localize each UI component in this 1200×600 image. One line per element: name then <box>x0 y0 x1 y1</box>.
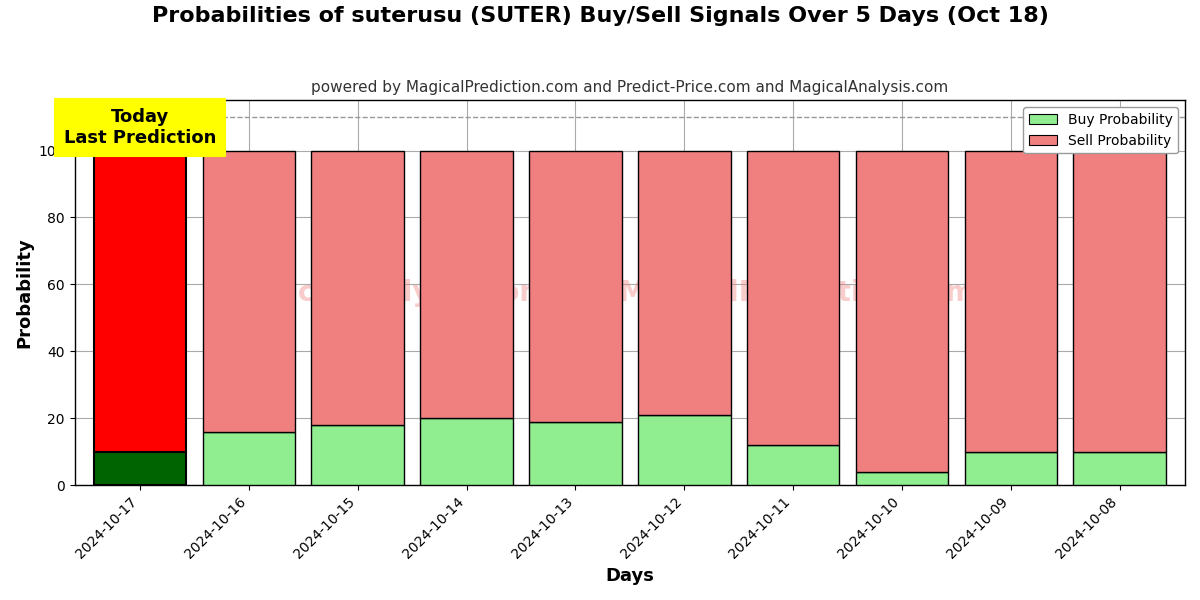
Bar <box>856 472 948 485</box>
Bar <box>1074 151 1166 452</box>
Bar <box>638 415 731 485</box>
Text: Today
Last Prediction: Today Last Prediction <box>64 108 216 146</box>
Bar <box>529 422 622 485</box>
Bar <box>94 151 186 452</box>
Bar <box>203 151 295 431</box>
Bar <box>203 431 295 485</box>
Text: MagicalAnalysis.com: MagicalAnalysis.com <box>222 279 548 307</box>
X-axis label: Days: Days <box>605 567 654 585</box>
Bar <box>529 151 622 422</box>
Bar <box>746 151 839 445</box>
Text: MagicalPrediction.com: MagicalPrediction.com <box>618 279 974 307</box>
Bar <box>1074 452 1166 485</box>
Bar <box>638 151 731 415</box>
Bar <box>420 151 512 418</box>
Bar <box>965 452 1057 485</box>
Title: powered by MagicalPrediction.com and Predict-Price.com and MagicalAnalysis.com: powered by MagicalPrediction.com and Pre… <box>311 80 948 95</box>
Bar <box>94 452 186 485</box>
Bar <box>312 151 404 425</box>
Bar <box>312 425 404 485</box>
Bar <box>746 445 839 485</box>
Bar <box>856 151 948 472</box>
Legend: Buy Probability, Sell Probability: Buy Probability, Sell Probability <box>1024 107 1178 154</box>
Text: Probabilities of suterusu (SUTER) Buy/Sell Signals Over 5 Days (Oct 18): Probabilities of suterusu (SUTER) Buy/Se… <box>151 6 1049 26</box>
Bar <box>965 151 1057 452</box>
Y-axis label: Probability: Probability <box>16 238 34 348</box>
Bar <box>420 418 512 485</box>
